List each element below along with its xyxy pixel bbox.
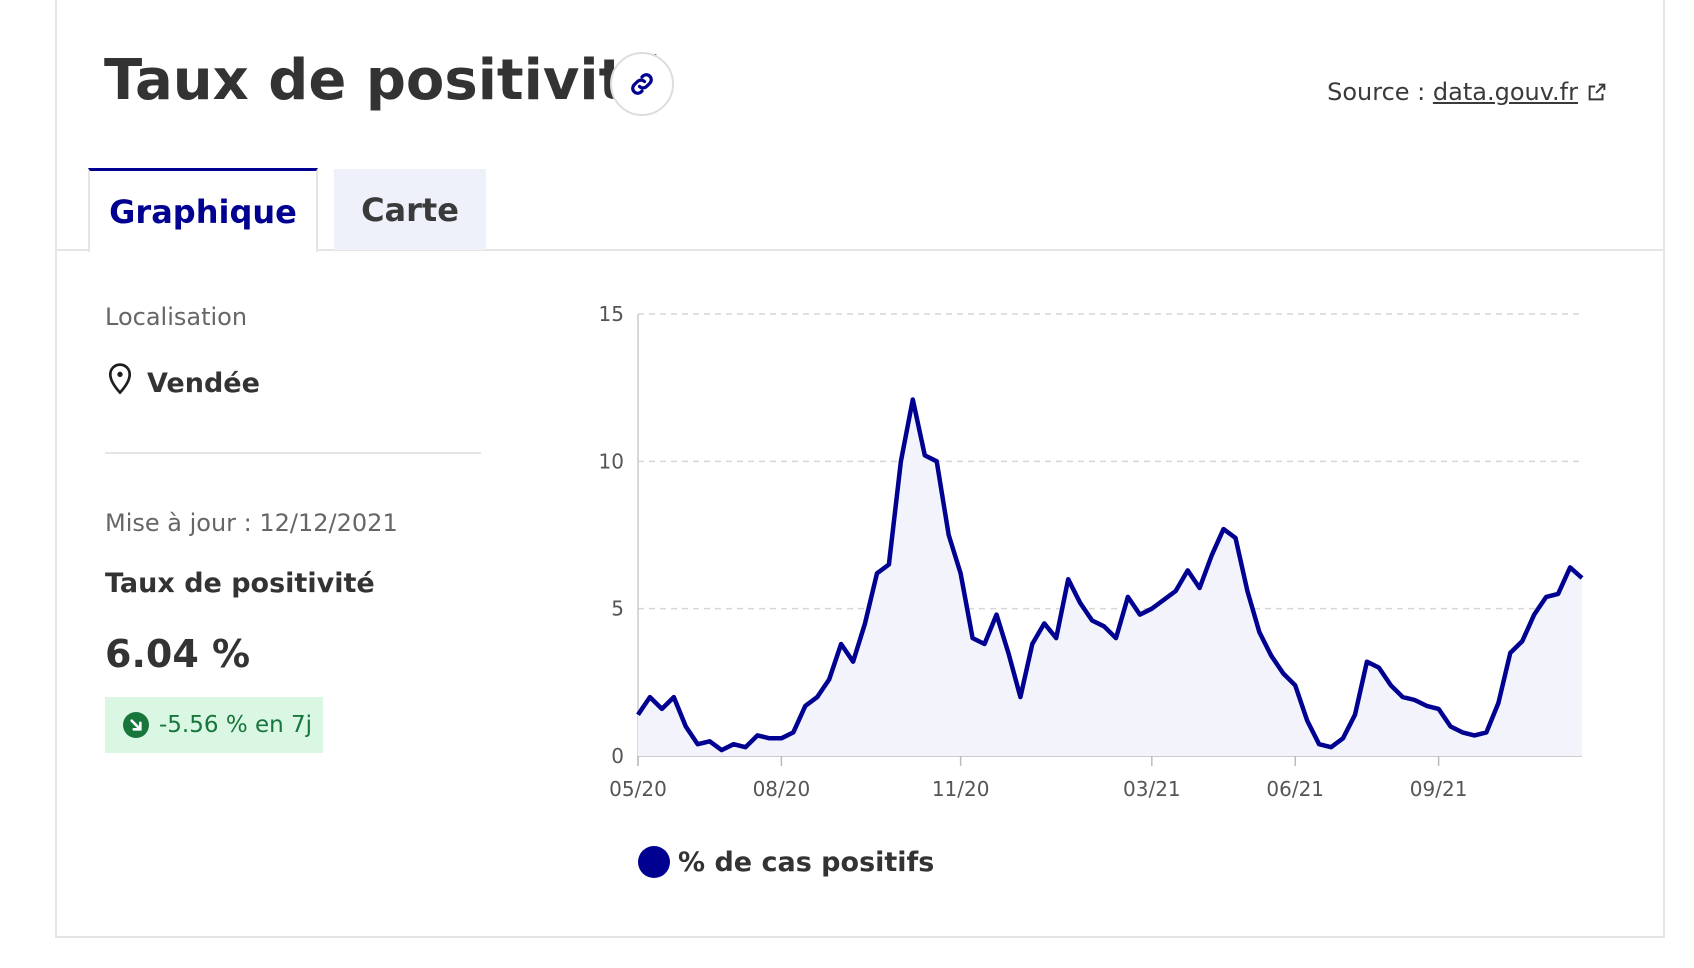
- link-icon: [631, 73, 653, 95]
- y-tick-label: 10: [599, 449, 624, 473]
- x-tick-label: 05/20: [609, 777, 667, 801]
- indicator-card: [55, 0, 1665, 938]
- series-line: [636, 397, 1584, 753]
- tab-graphique[interactable]: Graphique: [88, 168, 318, 252]
- legend-swatch: [638, 846, 670, 878]
- source-link[interactable]: data.gouv.fr: [1432, 78, 1578, 106]
- x-tick-label: 03/21: [1123, 777, 1181, 801]
- x-tick-label: 06/21: [1266, 777, 1324, 801]
- location[interactable]: Vendée: [105, 356, 260, 399]
- metric-value: 6.04 %: [105, 632, 251, 676]
- location-value: Vendée: [147, 368, 260, 399]
- x-tick-label: 08/20: [753, 777, 811, 801]
- tabs-divider: [55, 249, 1665, 251]
- map-pin-icon: [108, 362, 132, 394]
- chart-legend[interactable]: % de cas positifs: [638, 846, 934, 878]
- legend-label: % de cas positifs: [678, 846, 935, 878]
- tab-carte[interactable]: Carte: [334, 169, 486, 250]
- x-tick-label: 11/20: [932, 777, 990, 801]
- source-prefix: Source :: [1327, 78, 1433, 106]
- arrow-down-right-icon: [123, 712, 149, 738]
- update-date: Mise à jour : 12/12/2021: [105, 509, 398, 537]
- metric-title: Taux de positivité: [105, 568, 375, 599]
- location-label: Localisation: [105, 303, 248, 331]
- source-info: Source : data.gouv.fr: [1327, 78, 1608, 106]
- y-tick-label: 5: [611, 597, 624, 621]
- trend-value: -5.56 % en 7j: [159, 712, 313, 738]
- series-area: [638, 399, 1582, 756]
- y-tick-label: 0: [611, 744, 624, 768]
- y-tick-label: 15: [599, 302, 624, 326]
- external-link-icon: [1588, 83, 1606, 101]
- positivity-chart: 0 5 10 15 05/20 08/20 11/20 03/21 06/21 09/21: [599, 302, 1584, 801]
- page-title: Taux de positivité: [104, 48, 664, 113]
- sidebar-divider: [105, 452, 481, 454]
- x-tick-label: 09/21: [1410, 777, 1468, 801]
- copy-link-button[interactable]: [610, 52, 674, 116]
- trend-badge: -5.56 % en 7j: [105, 697, 323, 753]
